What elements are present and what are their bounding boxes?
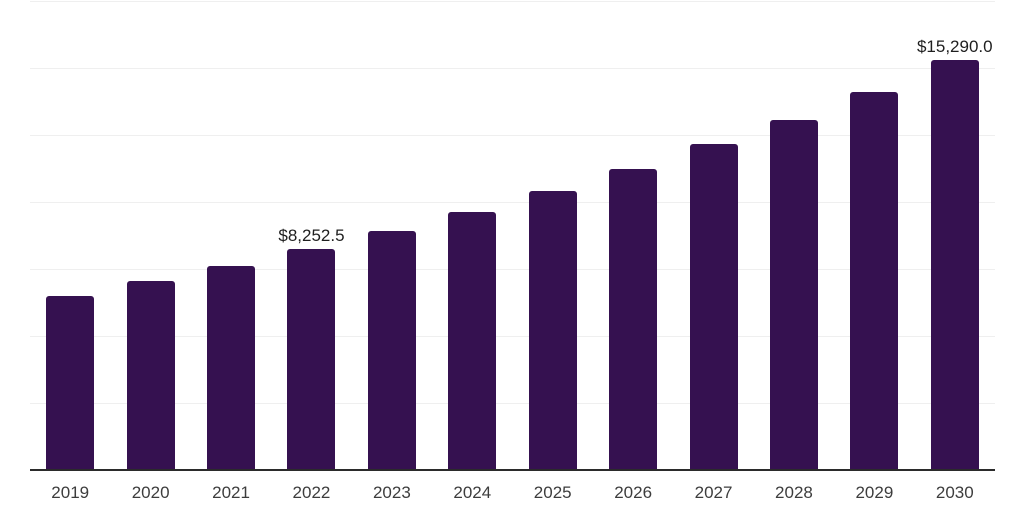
x-tick-label-2028: 2028 (775, 483, 813, 502)
bar-2022 (287, 248, 336, 470)
x-tick-label-2030: 2030 (935, 483, 974, 502)
gridline (30, 202, 995, 203)
gridline (30, 336, 995, 337)
x-tick-label-2026: 2026 (614, 483, 653, 502)
gridline (30, 269, 995, 270)
x-tick-label-2023: 2023 (372, 483, 411, 502)
bar-2020 (126, 281, 175, 470)
gridline (30, 403, 995, 404)
bar-2029 (850, 92, 899, 470)
x-tick-label-2029: 2029 (855, 483, 894, 502)
bar-2023 (367, 231, 416, 470)
bar-2028 (769, 120, 818, 470)
gridline (30, 135, 995, 136)
bar-2030 (930, 60, 979, 470)
gridline (30, 1, 995, 2)
bar-2027 (689, 144, 738, 470)
x-axis-line (30, 469, 995, 471)
x-tick-label-2027: 2027 (694, 483, 733, 502)
plot-area: $8,252.5 $15,290.0 (30, 1, 995, 471)
bar-value-label-2022: $8,252.5 (278, 225, 345, 245)
bar-2019 (46, 296, 95, 470)
bar-2021 (207, 266, 256, 470)
gridline (30, 68, 995, 69)
bar-2026 (609, 169, 658, 470)
x-axis-labels: 2019 2020 2021 2022 2023 2024 2025 2026 2027 2028… (30, 480, 995, 506)
bar-2025 (528, 191, 577, 470)
x-tick-label-2020: 2020 (131, 483, 170, 502)
bar-2024 (448, 211, 497, 470)
bar-value-label-2030: $15,290.0 (916, 37, 993, 57)
x-tick-label-2024: 2024 (453, 483, 492, 502)
x-tick-label-2025: 2025 (533, 483, 572, 502)
x-tick-label-2019: 2019 (51, 483, 90, 502)
x-tick-label-2022: 2022 (292, 483, 331, 502)
x-tick-label-2021: 2021 (212, 483, 250, 502)
